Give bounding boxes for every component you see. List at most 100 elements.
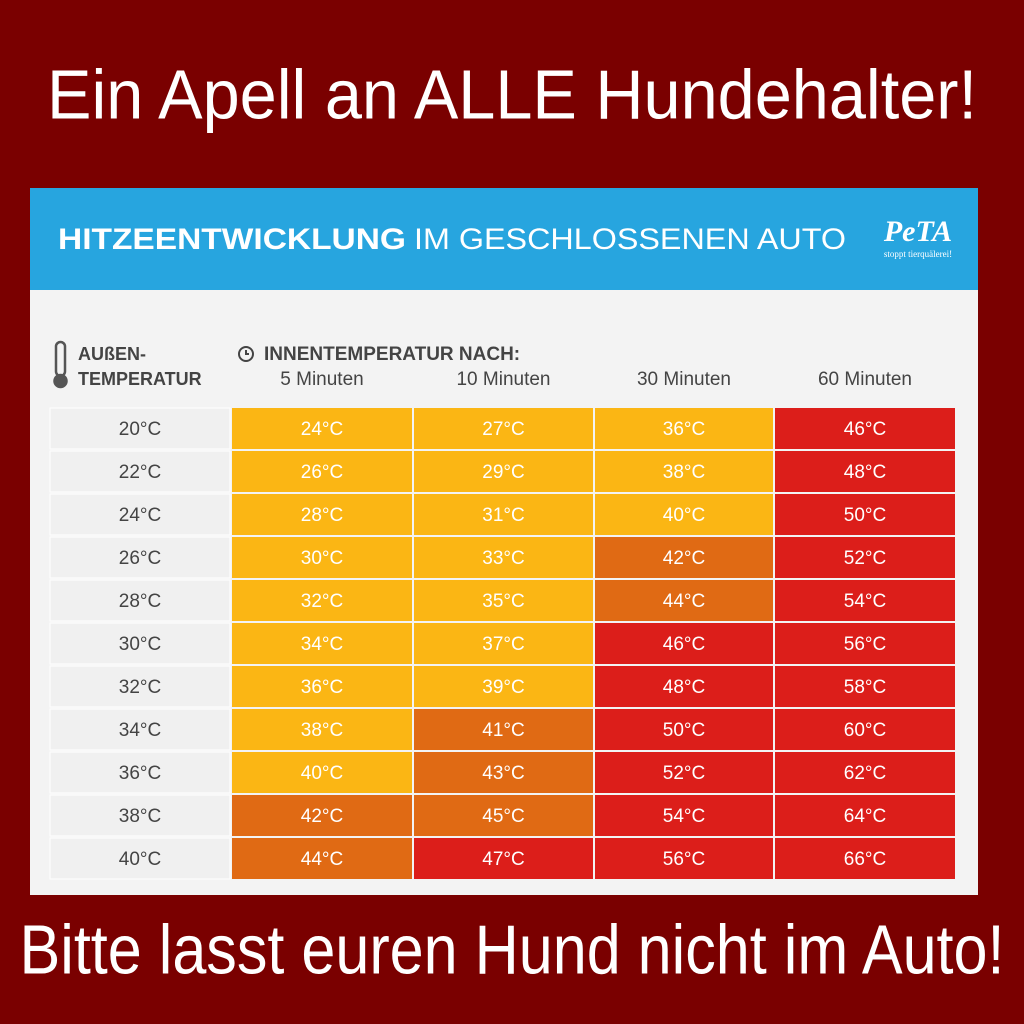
temp-cell [232,537,412,578]
outside-cell [49,751,231,794]
inside-temp: 60°C [844,720,886,741]
panel-header [30,188,978,290]
temp-cell [775,494,955,535]
temp-cell [775,537,955,578]
temp-cell [775,795,955,836]
temp-cell [595,752,773,793]
inside-temp: 56°C [844,634,886,655]
inside-temp: 31°C [482,505,524,526]
inside-temp: 33°C [482,548,524,569]
inside-temp: 45°C [482,806,524,827]
outside-temp: 28°C [119,591,161,612]
logo-tagline: stoppt tierquälerei! [884,249,952,259]
outside-header-2: TEMPERATUR [78,369,202,389]
outside-temp: 40°C [119,849,161,870]
inside-temp: 40°C [301,763,343,784]
inside-temp: 38°C [301,720,343,741]
column-header: 10 Minuten [456,369,550,390]
temp-cell [595,795,773,836]
table: 5 Minuten 10 Minuten 30 Minuten 60 Minuten 2… [49,369,955,880]
inside-temp: 34°C [301,634,343,655]
temp-cell [414,752,593,793]
inside-temp: 52°C [663,763,705,784]
inside-temp: 39°C [482,677,524,698]
outside-cell [49,579,231,622]
temp-cell [414,623,593,664]
inside-header: INNENTEMPERATUR NACH: [264,344,520,365]
inside-temp: 58°C [844,677,886,698]
outside-temp: 22°C [119,462,161,483]
temp-cell [232,795,412,836]
outside-temp: 36°C [119,763,161,784]
inside-temp: 62°C [844,763,886,784]
inside-temp: 24°C [301,419,343,440]
inside-temp: 27°C [482,419,524,440]
outside-temp: 34°C [119,720,161,741]
inside-temp: 46°C [844,419,886,440]
inside-temp: 44°C [301,849,343,870]
inside-temp: 32°C [301,591,343,612]
temp-cell [595,537,773,578]
inside-temp: 56°C [663,849,705,870]
inside-temp: 47°C [482,849,524,870]
headline: Ein Apell an ALLE Hundehalter! [47,55,977,133]
temp-cell [232,752,412,793]
inside-temp: 26°C [301,462,343,483]
temp-cell [414,795,593,836]
temp-cell [775,838,955,879]
temp-cell [232,408,412,449]
temp-cell [414,408,593,449]
outside-cell [49,708,231,751]
inside-temp: 50°C [663,720,705,741]
temp-cell [775,408,955,449]
temp-cell [595,666,773,707]
temp-cell [414,838,593,879]
inside-temp: 46°C [663,634,705,655]
temp-cell [414,580,593,621]
outside-cell [49,665,231,708]
thermometer-icon [53,340,68,389]
temp-cell [595,451,773,492]
temp-cell [775,451,955,492]
inside-temp: 50°C [844,505,886,526]
inside-temp: 54°C [844,591,886,612]
outside-temp: 30°C [119,634,161,655]
inside-temp: 40°C [663,505,705,526]
temp-cell [232,838,412,879]
temp-cell [595,838,773,879]
temp-cell [595,494,773,535]
inside-temp: 28°C [301,505,343,526]
outside-temp: 24°C [119,505,161,526]
inside-temp: 36°C [301,677,343,698]
inside-temp: 48°C [663,677,705,698]
temp-cell [775,623,955,664]
panel-title-bold: HITZEENTWICKLUNG [58,223,406,256]
temp-cell [595,408,773,449]
inside-temp: 48°C [844,462,886,483]
outside-temp: 38°C [119,806,161,827]
inside-temp: 42°C [301,806,343,827]
outside-cell [49,407,231,450]
temp-cell [775,580,955,621]
temp-cell [232,666,412,707]
outside-temp: 20°C [119,419,161,440]
inside-temp: 37°C [482,634,524,655]
outside-cell [49,622,231,665]
inside-temp: 43°C [482,763,524,784]
outside-header-1: AUßEN- [78,344,146,364]
outside-temp: 32°C [119,677,161,698]
outside-cell [49,493,231,536]
temp-cell [595,580,773,621]
temp-cell [414,537,593,578]
inside-temp: 30°C [301,548,343,569]
column-header: 60 Minuten [818,369,912,390]
temp-cell [595,623,773,664]
temp-cell [414,451,593,492]
temp-cell [775,752,955,793]
temp-cell [775,666,955,707]
inside-temp: 36°C [663,419,705,440]
outside-cell [49,450,231,493]
temp-cell [775,709,955,750]
column-header: 5 Minuten [280,369,363,390]
